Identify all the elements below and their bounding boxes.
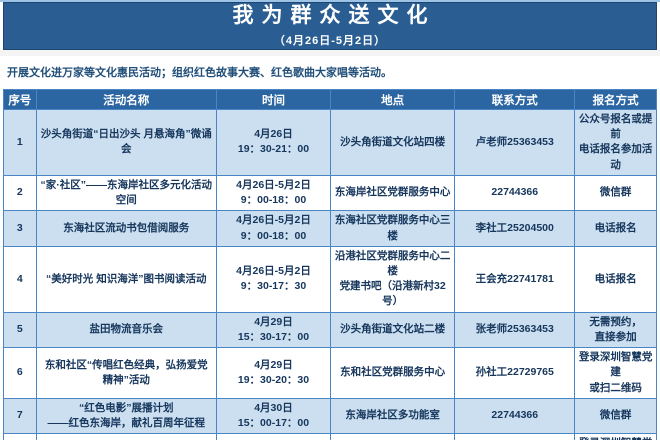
- cell-place: 东海社区党群服务中心三楼: [330, 210, 456, 247]
- table-row: 4 “美好时光 知识海洋”图书阅读活动 4月26日-5月2日 9：30-17：30 沿…: [3, 245, 657, 313]
- page-subtitle: （4月26日-5月2日）: [273, 34, 387, 47]
- cell-no: 3: [3, 210, 37, 247]
- cell-no: 4: [3, 245, 37, 313]
- cell-place: 沿港社区党群服务中心二楼 党建书吧（沿港新村32号）: [330, 245, 456, 313]
- cell-signup: 登录深圳智慧党建 或扫二维码: [574, 347, 657, 399]
- cell-place: 东海岸社区党群服务中心: [330, 174, 456, 212]
- cell-no: 6: [3, 347, 37, 399]
- column-header: 活动名称: [35, 89, 217, 110]
- cell-contact: 吴社工13332904629: [454, 433, 576, 440]
- table-row: 8“正能量”影院4月30日 19：00-21：00盐田国际创意港党群服务中心吴社…: [3, 433, 657, 440]
- table-header-row: 序号 活动名称 时间 地点 联系方式 报名方式: [3, 89, 657, 110]
- cell-time: 4月26日-5月2日 9：00-18：00: [215, 210, 332, 247]
- cell-time: 4月26日-5月2日 9：00-18：00: [215, 174, 332, 212]
- cell-contact: 卢老师25363453: [454, 109, 576, 176]
- cell-contact: 王会充22741781: [454, 245, 576, 313]
- activities-table: 序号 活动名称 时间 地点 联系方式 报名方式 1 沙头角街道“日出沙头 月悬海角”微诵会 4…: [3, 89, 657, 440]
- cell-time: 4月29日 15：30-17：00: [215, 311, 332, 349]
- cell-name: 东海社区流动书包借阅服务: [35, 210, 217, 247]
- cell-place: 沙头角街道文化站四楼: [330, 109, 456, 176]
- cell-time: 4月26日 19：30-21：00: [215, 109, 332, 176]
- table-row: 5 盐田物流音乐会 4月29日 15：30-17：00 沙头角街道文化站二楼 张老师25…: [3, 311, 657, 349]
- cell-signup: 无需预约， 直接参加: [574, 311, 657, 349]
- title-banner: 我为群众送文化 （4月26日-5月2日）: [3, 2, 657, 50]
- cell-no: 2: [3, 174, 37, 212]
- cell-name: 盐田物流音乐会: [35, 311, 217, 349]
- page-title: 我为群众送文化: [232, 4, 436, 28]
- cell-time: 4月30日 15：00-17：00: [215, 397, 332, 435]
- cell-contact: 张老师25363453: [454, 311, 576, 349]
- column-header: 地点: [330, 89, 456, 110]
- cell-signup: 登录深圳智慧党建 或扫二维码: [574, 433, 657, 440]
- cell-place: 东和社区党群服务中心: [330, 347, 456, 399]
- cell-contact: 孙社工22729765: [454, 347, 576, 399]
- cell-no: 5: [3, 311, 37, 349]
- table-body: 1 沙头角街道“日出沙头 月悬海角”微诵会 4月26日 19：30-21：00 沙头角…: [3, 109, 657, 440]
- table-row: 6 东和社区“传唱红色经典，弘扬爱党精神”活动 4月29日 19：30-20：30 东…: [3, 347, 657, 399]
- cell-place: 盐田国际创意港党群服务中心: [330, 433, 456, 440]
- cell-signup: 电话报名: [574, 210, 657, 247]
- cell-name: “正能量”影院: [35, 433, 217, 440]
- cell-signup: 微信群: [574, 397, 657, 435]
- cell-time: 4月26日-5月2日 9：30-17：30: [215, 245, 332, 313]
- cell-time: 4月30日 19：00-21：00: [215, 433, 332, 440]
- column-header: 时间: [215, 89, 332, 110]
- cell-name: 沙头角街道“日出沙头 月悬海角”微诵会: [35, 109, 217, 176]
- column-header: 报名方式: [574, 89, 657, 110]
- top-accent-strip: [0, 0, 660, 2]
- intro-text: 开展文化进万家等文化惠民活动；组织红色故事大赛、红色歌曲大家唱等活动。: [7, 67, 392, 79]
- column-header: 序号: [3, 89, 37, 110]
- cell-signup: 电话报名: [574, 245, 657, 313]
- cell-contact: 22744366: [454, 397, 576, 435]
- cell-place: 沙头角街道文化站二楼: [330, 311, 456, 349]
- cell-name: 东和社区“传唱红色经典，弘扬爱党精神”活动: [35, 347, 217, 399]
- cell-no: 8: [3, 433, 37, 440]
- table-row: 3 东海社区流动书包借阅服务 4月26日-5月2日 9：00-18：00 东海社区党群…: [3, 210, 657, 247]
- cell-no: 7: [3, 397, 37, 435]
- cell-name: “家·社区”——东海岸社区多元化活动空间: [35, 174, 217, 212]
- cell-place: 东海岸社区多功能室: [330, 397, 456, 435]
- cell-no: 1: [3, 109, 37, 176]
- cell-contact: 李社工25204500: [454, 210, 576, 247]
- banner-divider: [0, 50, 660, 56]
- cell-time: 4月29日 19：30-20：30: [215, 347, 332, 399]
- column-header: 联系方式: [454, 89, 576, 110]
- cell-signup: 微信群: [574, 174, 657, 212]
- table-row: 1 沙头角街道“日出沙头 月悬海角”微诵会 4月26日 19：30-21：00 沙头角…: [3, 109, 657, 176]
- table-row: 7 “红色电影”展播计划 ——红色东海岸，献礼百周年征程 4月30日 15：00-1…: [3, 397, 657, 435]
- cell-signup: 公众号报名或提前 电话报名参加活动: [574, 109, 657, 176]
- table-row: 2 “家·社区”——东海岸社区多元化活动空间 4月26日-5月2日 9：00-18：…: [3, 174, 657, 212]
- cell-name: “红色电影”展播计划 ——红色东海岸，献礼百周年征程: [35, 397, 217, 435]
- cell-contact: 22744366: [454, 174, 576, 212]
- cell-name: “美好时光 知识海洋”图书阅读活动: [35, 245, 217, 313]
